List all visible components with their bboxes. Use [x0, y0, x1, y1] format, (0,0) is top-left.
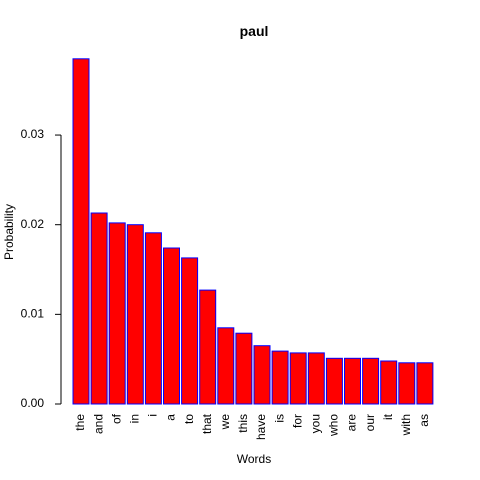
x-tick-label-a: a: [164, 414, 178, 421]
bar-a: [163, 247, 180, 405]
x-tick-label-it: it: [381, 413, 395, 420]
x-tick-label-to: to: [182, 414, 196, 424]
bars-group: [72, 58, 434, 405]
bar-is: [271, 350, 289, 405]
bar-who: [325, 357, 343, 405]
x-tick-label-are: are: [345, 414, 359, 432]
bar-to: [181, 257, 199, 405]
bar-i: [144, 232, 162, 405]
bar-are: [344, 357, 361, 405]
bar-the: [72, 58, 90, 405]
x-tick-label-that: that: [200, 413, 214, 434]
bar-that: [199, 289, 217, 405]
bar-have: [253, 345, 271, 405]
x-tick-label-you: you: [308, 414, 322, 433]
x-tick-label-i: i: [146, 414, 160, 417]
x-tick-label-as: as: [417, 414, 431, 427]
y-tick-label: 0.02: [21, 217, 45, 231]
y-tick-label: 0.03: [21, 127, 45, 141]
bar-you: [307, 352, 325, 405]
bar-this: [235, 332, 253, 405]
bar-with: [398, 362, 416, 405]
x-tick-label-this: this: [236, 414, 250, 433]
bar-as: [416, 362, 434, 405]
x-tick-label-have: have: [254, 414, 268, 440]
y-tick-label: 0.00: [21, 396, 45, 410]
x-tick-label-we: we: [218, 414, 232, 431]
x-tick-label-for: for: [290, 414, 304, 428]
bar-we: [217, 327, 235, 405]
x-tick-label-our: our: [363, 414, 377, 431]
y-axis-label: Probability: [2, 204, 16, 260]
x-tick-label-with: with: [399, 414, 413, 436]
x-tick-label-who: who: [327, 414, 341, 437]
bar-our: [362, 357, 380, 405]
x-tick-label-the: the: [73, 414, 87, 431]
x-tick-label-of: of: [109, 413, 123, 424]
x-tick-label-and: and: [91, 414, 105, 434]
x-axis-label: Words: [237, 452, 271, 466]
bar-in: [126, 224, 144, 405]
chart-title: paul: [240, 23, 269, 39]
bar-of: [108, 222, 126, 405]
x-tick-labels: the and of in i a to that we this have is for you who a…: [73, 413, 431, 440]
bar-and: [90, 212, 108, 405]
x-tick-label-in: in: [127, 414, 141, 423]
bar-it: [380, 360, 398, 405]
y-axis: 0.00 0.01 0.02 0.03: [21, 127, 62, 410]
y-tick-label: 0.01: [21, 307, 45, 321]
x-tick-label-is: is: [272, 414, 286, 423]
bar-for: [289, 352, 307, 405]
